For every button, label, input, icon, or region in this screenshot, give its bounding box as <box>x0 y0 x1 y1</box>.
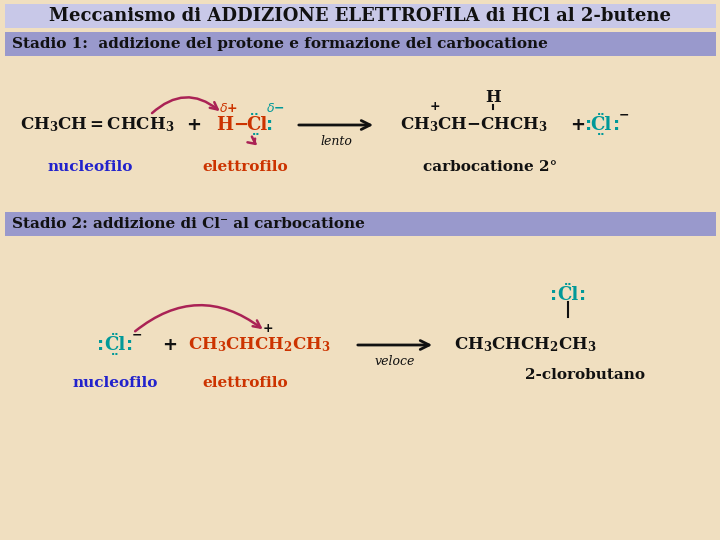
FancyArrowPatch shape <box>152 97 217 113</box>
FancyArrowPatch shape <box>135 305 261 331</box>
Text: elettrofilo: elettrofilo <box>202 160 288 174</box>
Text: $\mathdefault{CH_3CH{-}CHCH_3}$: $\mathdefault{CH_3CH{-}CHCH_3}$ <box>400 116 548 134</box>
Text: :: : <box>613 116 621 134</box>
Text: $\delta$−: $\delta$− <box>266 102 284 114</box>
Text: 2-clorobutano: 2-clorobutano <box>525 368 645 382</box>
FancyBboxPatch shape <box>5 212 716 236</box>
Text: veloce: veloce <box>375 355 415 368</box>
Text: :: : <box>585 116 593 134</box>
Text: +: + <box>430 100 441 113</box>
Text: −: − <box>618 109 629 122</box>
Text: :: : <box>97 336 104 354</box>
Text: ··: ·· <box>111 350 120 360</box>
Text: +: + <box>186 116 202 134</box>
Text: $\mathdefault{CH_3CH{=}CHCH_3}$: $\mathdefault{CH_3CH{=}CHCH_3}$ <box>20 116 174 134</box>
Text: ··: ·· <box>111 330 120 340</box>
FancyBboxPatch shape <box>5 4 716 28</box>
Text: +: + <box>570 116 585 134</box>
Text: elettrofilo: elettrofilo <box>202 376 288 390</box>
Text: ··: ·· <box>252 130 260 140</box>
Text: :: : <box>580 286 587 304</box>
Text: −: − <box>233 116 248 134</box>
Text: +: + <box>163 336 178 354</box>
Text: ··: ·· <box>564 280 572 290</box>
Text: Cl: Cl <box>246 116 268 134</box>
FancyArrowPatch shape <box>248 137 256 144</box>
Text: $\mathdefault{CH_3CHCH_2CH_3}$: $\mathdefault{CH_3CHCH_2CH_3}$ <box>454 336 597 354</box>
Text: ··: ·· <box>250 110 262 120</box>
Text: H: H <box>217 116 233 134</box>
Text: lento: lento <box>320 135 352 148</box>
FancyBboxPatch shape <box>5 32 716 56</box>
Text: −: − <box>132 328 143 341</box>
Text: Meccanismo di ADDIZIONE ELETTROFILA di HCl al 2-butene: Meccanismo di ADDIZIONE ELETTROFILA di H… <box>49 7 671 25</box>
Text: Stadio 2: addizione di Cl⁻ al carbocatione: Stadio 2: addizione di Cl⁻ al carbocatio… <box>12 217 365 231</box>
Text: Cl: Cl <box>557 286 579 304</box>
Text: +: + <box>263 321 274 334</box>
Text: ··: ·· <box>597 110 606 120</box>
Text: $\mathdefault{CH_3CHCH_2CH_3}$: $\mathdefault{CH_3CHCH_2CH_3}$ <box>188 336 330 354</box>
Text: :: : <box>266 116 274 134</box>
Text: carbocatione 2°: carbocatione 2° <box>423 160 557 174</box>
Text: Stadio 1:  addizione del protone e formazione del carbocatione: Stadio 1: addizione del protone e formaz… <box>12 37 548 51</box>
Text: nucleofilo: nucleofilo <box>72 376 158 390</box>
Text: nucleofilo: nucleofilo <box>48 160 132 174</box>
Text: Cl: Cl <box>590 116 611 134</box>
Text: $\delta$+: $\delta$+ <box>219 102 238 114</box>
Text: :: : <box>127 336 134 354</box>
Text: Cl: Cl <box>104 336 125 354</box>
Text: :: : <box>550 286 557 304</box>
Text: H: H <box>485 89 501 105</box>
Text: ··: ·· <box>597 130 606 140</box>
